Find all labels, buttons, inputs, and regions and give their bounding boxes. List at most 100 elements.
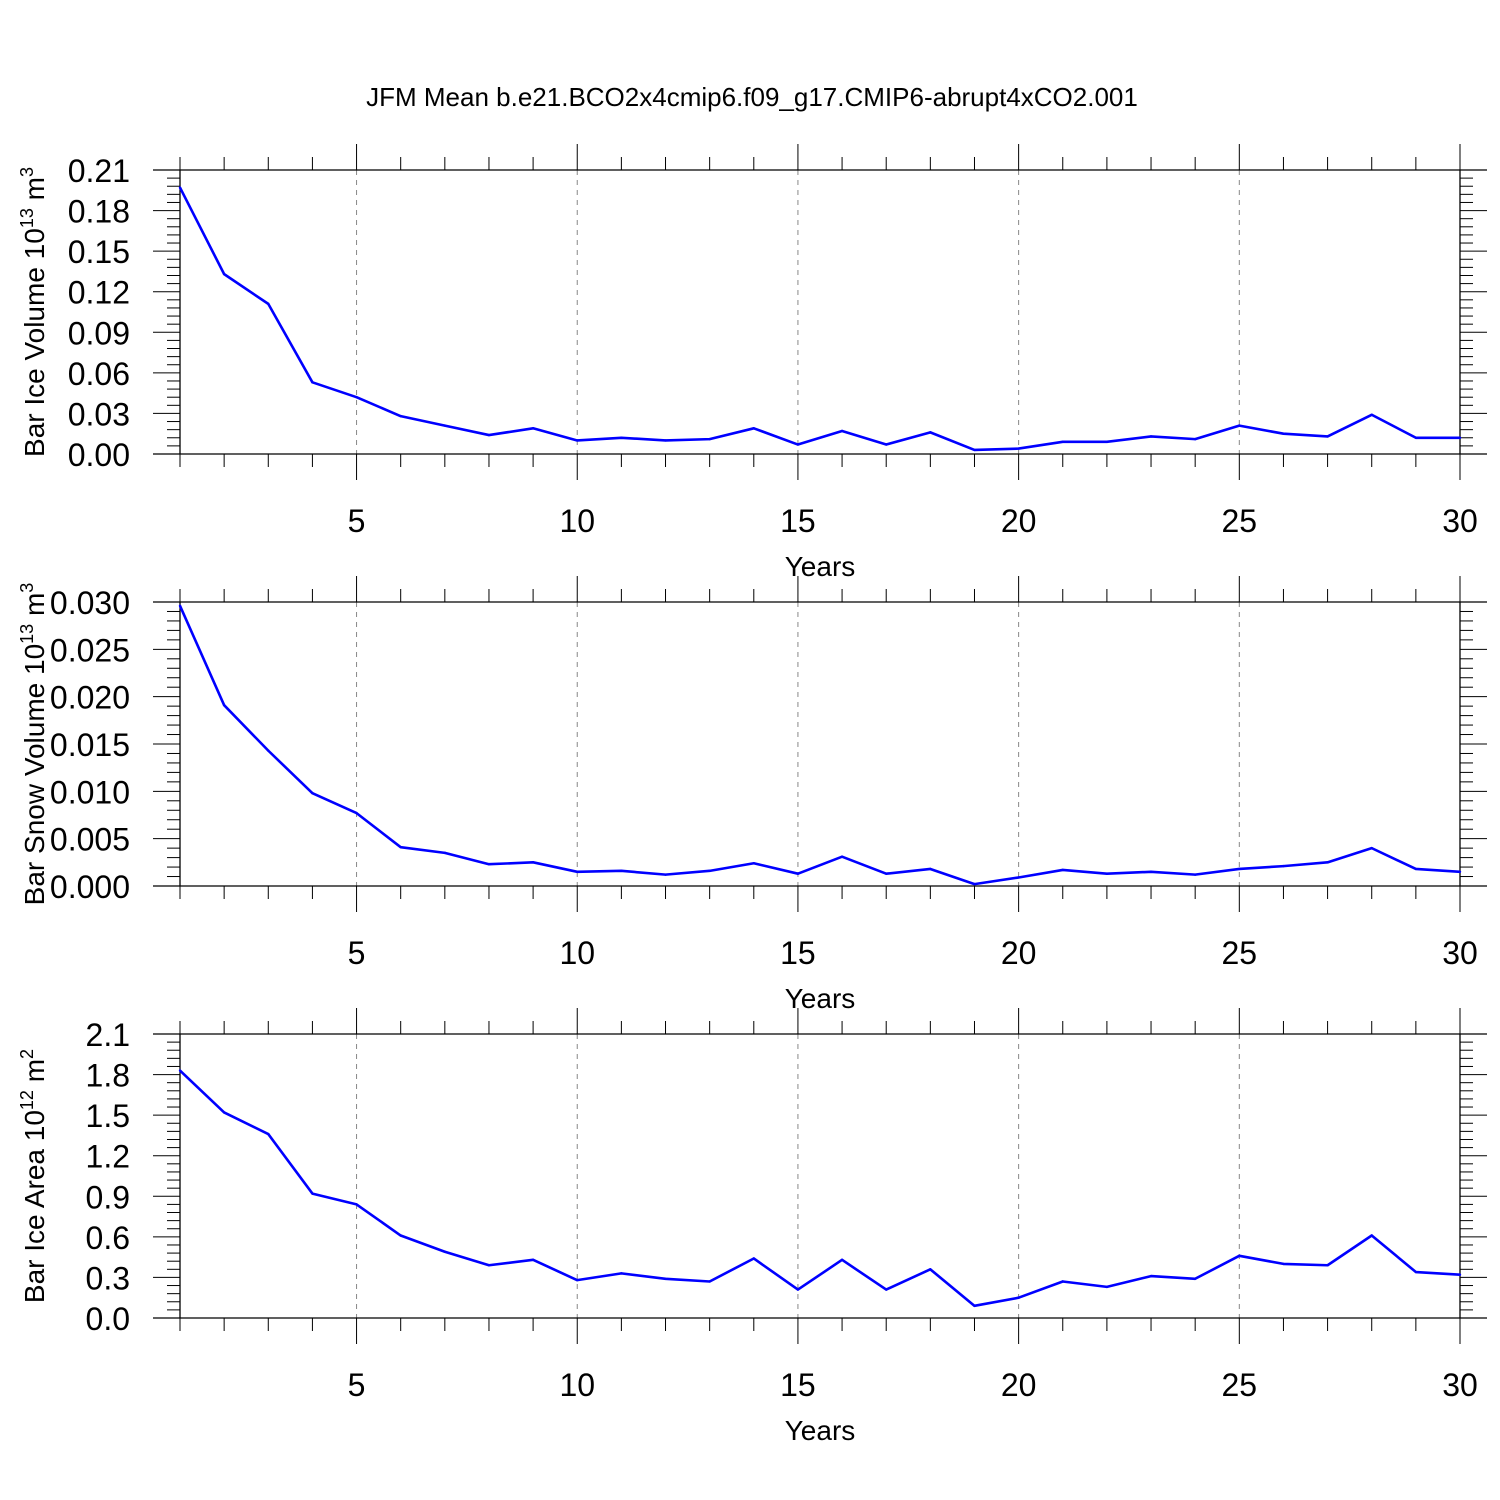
y-axis-label: Bar Ice Volume 1013 m3 (17, 167, 50, 457)
data-point (1370, 413, 1373, 416)
data-point (1105, 1285, 1109, 1289)
y-tick-label: 0.010 (50, 774, 130, 810)
data-point (1282, 432, 1285, 435)
data-point (708, 437, 711, 441)
data-point (885, 443, 888, 446)
x-tick-label: 20 (1001, 1367, 1037, 1403)
y-tick-label: 0.03 (68, 396, 130, 432)
panel-2: 5 10 15 20 25 30 0.000 0.005 0.010 0.015 0.020 0.02… (17, 576, 1487, 1014)
data-point (1370, 1234, 1373, 1237)
data-point (752, 427, 755, 430)
x-tick-label: 30 (1442, 935, 1478, 971)
data-point (796, 872, 800, 875)
data-point (840, 1258, 844, 1262)
data-point (443, 424, 447, 427)
data-point (311, 792, 314, 795)
data-point (1326, 861, 1329, 864)
panel-1: 5 10 15 20 25 30 0.00 0.03 0.06 0.09 0.12 0.15 0.18 0… (17, 144, 1487, 582)
data-point (664, 873, 667, 876)
data-point (752, 862, 755, 865)
y-axis-label: Bar Ice Area 1012 m2 (17, 1049, 50, 1303)
y-tick-label: 0.21 (68, 153, 130, 189)
data-point (576, 870, 579, 873)
data-point (885, 1288, 888, 1291)
x-tick-label: 5 (348, 1367, 366, 1403)
y-tick-label: 0.0 (86, 1301, 130, 1337)
data-point (355, 396, 358, 399)
data-point (1282, 1262, 1285, 1266)
series-line (179, 1069, 1461, 1308)
data-point (1414, 1270, 1418, 1274)
y-tick-label: 0.005 (50, 822, 130, 858)
data-point (222, 1111, 226, 1114)
data-point (1238, 867, 1241, 871)
data-point (178, 604, 182, 607)
data-point (443, 851, 447, 855)
data-point (664, 439, 667, 442)
x-axis-label: Years (785, 983, 856, 1014)
data-point (1017, 447, 1020, 450)
data-point (487, 433, 491, 437)
data-point (1017, 876, 1020, 879)
data-point (355, 1203, 358, 1206)
data-point (1238, 424, 1241, 427)
data-point (973, 448, 976, 452)
y-tick-label: 0.000 (50, 869, 130, 905)
data-point (355, 811, 358, 815)
figure-title: JFM Mean b.e21.BCO2x4cmip6.f09_g17.CMIP6… (366, 82, 1138, 112)
x-tick-label: 10 (559, 935, 595, 971)
data-point (620, 869, 623, 873)
data-point (1458, 870, 1462, 873)
data-point (1326, 1264, 1329, 1267)
data-point (1370, 846, 1373, 850)
data-point (840, 429, 844, 433)
x-tick-label: 15 (780, 503, 816, 539)
data-point (1458, 1273, 1462, 1276)
data-point (973, 1304, 976, 1308)
data-point (1193, 437, 1197, 441)
x-tick-label: 30 (1442, 1367, 1478, 1403)
x-axis-label: Years (785, 551, 856, 582)
x-tick-label: 15 (780, 1367, 816, 1403)
data-point (840, 855, 844, 858)
data-point (311, 381, 314, 384)
data-point (708, 1280, 711, 1283)
x-tick-label: 10 (559, 1367, 595, 1403)
data-point (1149, 1274, 1153, 1278)
y-tick-label: 0.6 (86, 1220, 130, 1256)
x-tick-label: 10 (559, 503, 595, 539)
x-tick-label: 25 (1222, 935, 1258, 971)
x-tick-label: 30 (1442, 503, 1478, 539)
data-point (796, 1288, 800, 1291)
x-tick-label: 5 (348, 935, 366, 971)
data-point (399, 1234, 402, 1237)
x-tick-label: 5 (348, 503, 366, 539)
data-point (531, 427, 535, 430)
panels: 5 10 15 20 25 30 0.00 0.03 0.06 0.09 0.12 0.15 0.18 0… (17, 144, 1487, 1446)
panel-3: 5 10 15 20 25 30 0.0 0.3 0.6 0.9 1.2 1.5 1.8 2.1 Years… (17, 1008, 1487, 1446)
data-point (1149, 870, 1153, 873)
data-point (620, 1272, 623, 1275)
x-tick-label: 25 (1222, 1367, 1258, 1403)
y-tick-label: 1.8 (86, 1058, 130, 1094)
data-point (1414, 436, 1418, 439)
data-point (1282, 864, 1285, 868)
y-tick-label: 2.1 (86, 1017, 130, 1053)
data-point (1017, 1296, 1020, 1299)
data-point (1105, 440, 1109, 444)
data-point (222, 703, 226, 707)
y-tick-label: 0.06 (68, 356, 130, 392)
data-point (929, 867, 932, 871)
x-tick-label: 15 (780, 935, 816, 971)
data-point (1061, 1280, 1064, 1283)
data-point (487, 863, 491, 866)
y-tick-label: 0.015 (50, 727, 130, 763)
y-tick-label: 0.3 (86, 1260, 130, 1296)
data-point (929, 1268, 932, 1271)
data-point (1149, 435, 1153, 438)
y-tick-label: 0.09 (68, 315, 130, 351)
data-point (267, 749, 270, 752)
x-axis-label: Years (785, 1415, 856, 1446)
data-point (1193, 1277, 1197, 1280)
